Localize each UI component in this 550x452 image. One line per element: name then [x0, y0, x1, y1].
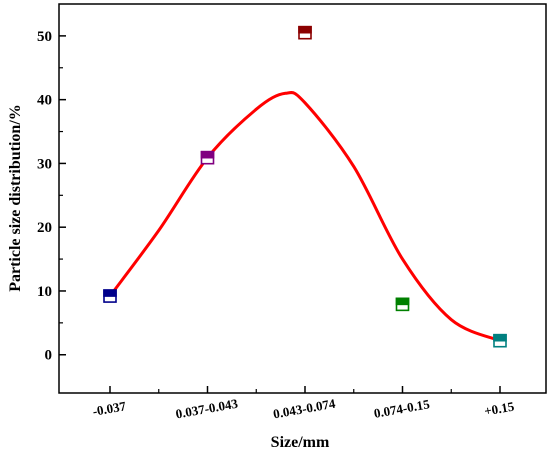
data-point	[200, 150, 215, 165]
x-tick-label: 0.043-0.074	[272, 396, 337, 422]
x-tick-label: -0.037	[91, 398, 127, 419]
y-tick-label: 0	[45, 348, 53, 364]
x-tick-label: 0.074-0.15	[373, 396, 432, 421]
x-tick-label: +0.15	[483, 398, 516, 418]
x-tick-label: 0.037-0.043	[174, 396, 239, 422]
data-point	[103, 289, 117, 303]
y-tick-label: 50	[37, 29, 52, 45]
data-point	[493, 333, 507, 348]
data-point	[298, 25, 312, 40]
y-axis: 0 10 20 30 40 50	[37, 29, 66, 364]
x-axis-title: Size/mm	[271, 434, 330, 451]
data-points	[103, 25, 507, 348]
y-tick-label: 30	[37, 156, 52, 172]
plot-frame	[58, 3, 547, 394]
fit-curve-line	[108, 91, 501, 343]
y-tick-label: 20	[37, 220, 52, 236]
x-axis: -0.037 0.037-0.043 0.043-0.074 0.074-0.15 +0…	[91, 386, 516, 422]
y-axis-title: Particle size distribution/%	[7, 104, 24, 292]
y-tick-label: 10	[37, 284, 52, 300]
data-point	[395, 297, 410, 312]
y-tick-label: 40	[37, 93, 52, 109]
